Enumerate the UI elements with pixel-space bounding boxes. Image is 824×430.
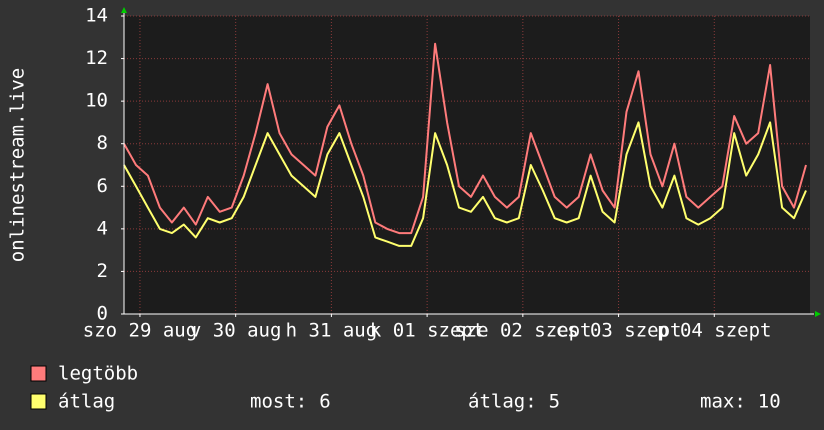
x-tick-label: h 31 aug [286, 320, 378, 342]
stat-label: átlag: [468, 391, 537, 413]
series-line [123, 42, 807, 235]
legend: legtöbb átlag most: 6 átlag: 5 max: 10 [30, 363, 781, 413]
y-tick-label: 12 [85, 47, 108, 69]
y-tick-label: 10 [85, 90, 108, 112]
y-axis-label: onlinestream.live [7, 68, 29, 262]
x-tick-label: p 04 szept [657, 320, 771, 342]
stat-value: 6 [319, 391, 330, 413]
legend-label: átlag [58, 391, 115, 413]
y-tick-label: 4 [97, 217, 108, 239]
x-tick-label: k 01 szept [370, 320, 484, 342]
lines [123, 42, 807, 247]
legend-swatch [30, 365, 47, 382]
y-tick-label: 6 [97, 175, 108, 197]
y-tick-label: 14 [85, 5, 108, 27]
x-tick-label: v 30 aug [190, 320, 282, 342]
plot-area [124, 16, 810, 314]
y-tick-label: 8 [97, 132, 108, 154]
x-tick-label: sze 02 szept [454, 320, 591, 342]
y-tick-label: 0 [97, 303, 108, 325]
legend-swatch [30, 393, 47, 410]
y-tick-label: 2 [97, 260, 108, 282]
x-tick-label: cs 03 szept [556, 320, 682, 342]
arrow [121, 7, 127, 13]
stat-value: 5 [549, 391, 560, 413]
arrow [815, 311, 821, 317]
x-tick-label: szo 29 aug [83, 320, 197, 342]
stat-value: 10 [758, 391, 781, 413]
stat-label: most: [250, 391, 307, 413]
legend-label: legtöbb [58, 363, 138, 385]
series-line [123, 121, 807, 247]
stat-label: max: [700, 391, 746, 413]
